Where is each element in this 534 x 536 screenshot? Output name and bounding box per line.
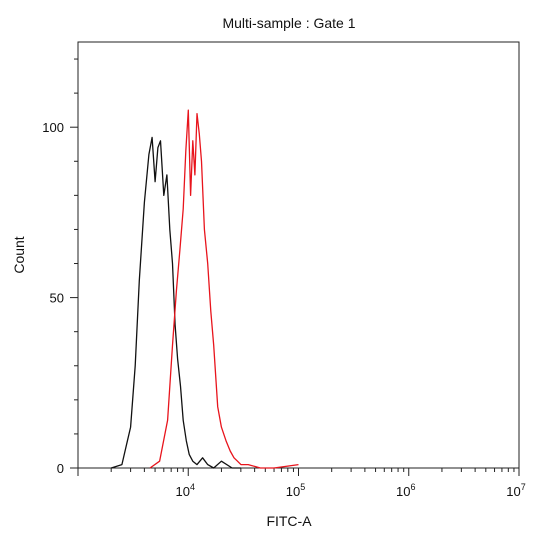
y-axis-label: Count (11, 236, 27, 273)
x-tick-base: 10 (396, 484, 410, 499)
x-tick-base: 10 (286, 484, 300, 499)
y-tick-label: 0 (57, 461, 64, 476)
x-tick-label: 107 (506, 482, 525, 499)
chart-title: Multi-sample : Gate 1 (222, 15, 355, 31)
x-tick-label: 105 (286, 482, 305, 499)
y-tick-label: 100 (42, 120, 64, 135)
x-axis-label: FITC-A (266, 513, 312, 529)
histogram-series-2 (149, 109, 299, 469)
x-tick-exponent: 4 (190, 482, 195, 492)
y-tick-label: 50 (50, 291, 64, 306)
x-tick-exponent: 6 (410, 482, 415, 492)
y-axis-ticks: 0 50 100 (42, 58, 78, 476)
x-axis-ticks: 104 105 106 107 (77, 468, 526, 499)
histogram-series-1 (111, 136, 241, 469)
x-tick-base: 10 (506, 484, 520, 499)
x-tick-exponent: 5 (300, 482, 305, 492)
x-tick-label: 106 (396, 482, 415, 499)
x-tick-label: 104 (176, 482, 195, 499)
x-tick-base: 10 (176, 484, 190, 499)
x-tick-exponent: 7 (521, 482, 526, 492)
histogram-series (111, 109, 299, 469)
